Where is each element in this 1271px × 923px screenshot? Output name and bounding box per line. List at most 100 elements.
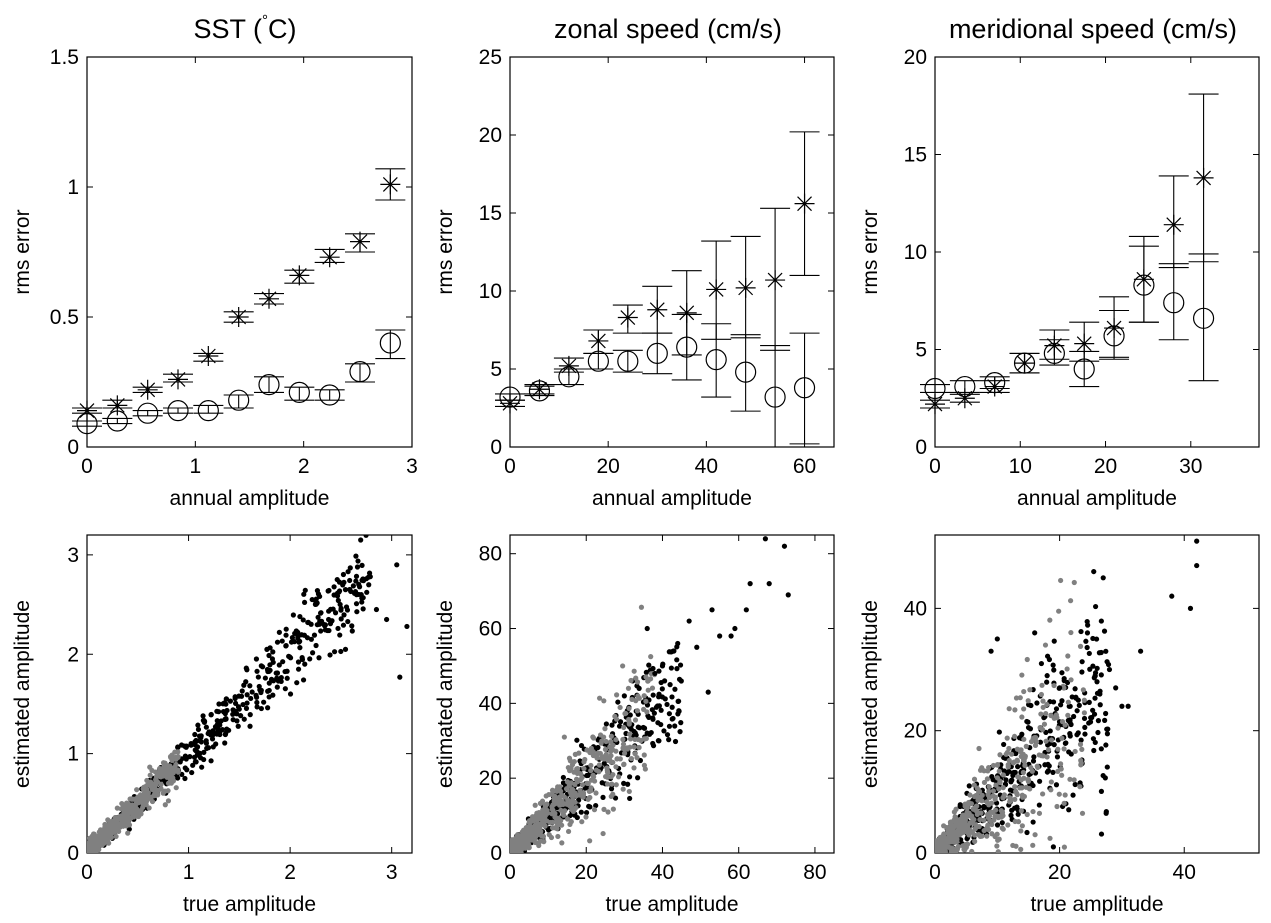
star-marker <box>259 288 279 309</box>
scatter-point <box>1088 715 1094 721</box>
scatter-point <box>646 662 652 668</box>
scatter-point <box>1063 740 1069 746</box>
scatter-point <box>655 720 661 726</box>
scatter-point <box>1038 660 1045 667</box>
scatter-point <box>270 678 277 684</box>
scatter-point <box>984 776 991 782</box>
scatter-point <box>638 604 645 610</box>
scatter-point <box>669 694 675 700</box>
scatter-point <box>1103 710 1109 717</box>
scatter-point <box>610 806 616 812</box>
scatter-point <box>1125 703 1131 709</box>
scatter-point <box>1068 677 1074 683</box>
scatter-point <box>597 750 603 757</box>
star-marker-point <box>920 394 950 415</box>
scatter-points <box>510 536 791 853</box>
scatter-point <box>964 836 970 842</box>
scatter-point <box>644 730 650 736</box>
scatter-point <box>349 628 355 634</box>
scatter-point <box>1083 638 1089 644</box>
y-tick-label: 0 <box>67 436 79 459</box>
x-tick-label: 0 <box>929 861 941 884</box>
scatter-point <box>579 774 585 781</box>
scatter-point <box>559 822 565 828</box>
scatter-point <box>948 848 954 853</box>
scatter-point <box>656 668 662 674</box>
scatter-point <box>1065 712 1071 718</box>
circle-marker <box>379 332 401 354</box>
scatter-point <box>135 799 142 805</box>
y-tick-label: 0 <box>915 436 927 459</box>
scatter-point <box>1004 749 1010 756</box>
y-axis-label: rms error <box>859 209 882 294</box>
scatter-point <box>954 847 960 853</box>
scatter-point <box>591 778 598 784</box>
scatter-point <box>175 769 181 775</box>
scatter-point <box>588 762 594 769</box>
scatter-point <box>1098 788 1105 794</box>
circle-marker <box>676 336 698 358</box>
scatter-point <box>283 643 289 649</box>
scatter-point <box>1000 785 1006 791</box>
scatter-point <box>169 775 176 781</box>
scatter-point <box>1113 685 1119 691</box>
scatter-point <box>628 756 635 762</box>
scatter-point <box>666 723 673 729</box>
scatter-point <box>1187 605 1194 611</box>
scatter-point <box>1105 726 1111 732</box>
scatter-point <box>1021 706 1027 712</box>
scatter-point <box>1012 796 1018 802</box>
scatter-point <box>1041 715 1047 721</box>
scatter-point <box>677 729 683 735</box>
scatter-point <box>1022 753 1028 759</box>
star-marker-point <box>254 288 284 309</box>
scatter-point <box>612 795 619 801</box>
x-tick-label: 0 <box>929 455 941 478</box>
circle-marker <box>197 400 219 422</box>
scatter-point <box>568 792 574 798</box>
scatter-point <box>1058 702 1064 708</box>
scatter-point <box>341 579 347 585</box>
scatter-point <box>289 635 296 641</box>
scatter-point <box>1066 749 1072 755</box>
scatter-point <box>332 610 339 616</box>
scatter-point <box>675 640 681 647</box>
x-tick-label: 60 <box>727 861 750 884</box>
scatter-point <box>641 693 647 699</box>
scatter-point <box>536 839 542 845</box>
scatter-point <box>254 668 260 674</box>
scatter-point <box>349 623 355 629</box>
scatter-point <box>633 675 639 681</box>
scatter-point <box>234 718 240 724</box>
scatter-point <box>1036 752 1042 758</box>
scatter-point <box>620 736 626 743</box>
circle-marker-point <box>730 334 761 412</box>
scatter-point <box>1098 618 1104 624</box>
scatter-point <box>766 581 772 587</box>
scatter-point <box>648 654 654 660</box>
scatter-point <box>335 597 341 604</box>
scatter-point <box>602 773 609 780</box>
scatter-point <box>1032 742 1039 749</box>
scatter-point <box>153 777 159 783</box>
scatter-point <box>1032 832 1038 838</box>
scatter-point <box>613 782 619 788</box>
scatter-point <box>347 565 353 571</box>
scatter-point <box>125 811 131 817</box>
scatter-point <box>973 822 979 828</box>
scatter-point <box>981 817 987 823</box>
circle-marker-point <box>1158 263 1189 341</box>
scatter-point <box>957 816 964 822</box>
scatter-point <box>540 833 547 840</box>
scatter-point <box>635 775 641 781</box>
scatter-point <box>327 652 333 658</box>
circle-marker-point <box>1009 352 1040 374</box>
scatter-point <box>1076 702 1082 708</box>
scatter-point <box>990 762 997 769</box>
scatter-point <box>232 700 239 706</box>
star-marker-point <box>345 231 375 253</box>
scatter-point <box>153 781 159 787</box>
scatter-point <box>1030 819 1036 825</box>
scatter-point <box>974 808 980 815</box>
scatter-point <box>359 562 365 568</box>
